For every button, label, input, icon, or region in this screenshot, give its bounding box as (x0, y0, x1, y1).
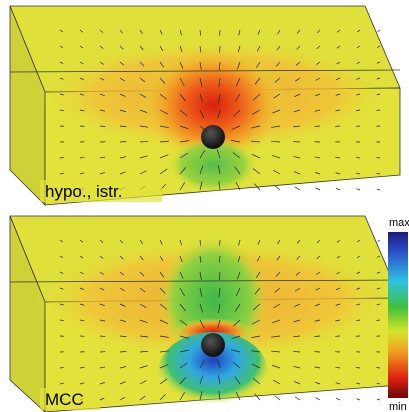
displacement-arrow (275, 396, 280, 400)
displacement-arrow (377, 399, 380, 400)
displacement-arrow (377, 189, 380, 190)
block-bottom: MCC (10, 216, 400, 412)
displacement-arrow (336, 398, 340, 400)
panel-label: hypo., istr. (45, 182, 122, 201)
displacement-arrow (274, 186, 280, 190)
block-top: hypo., istr. (10, 6, 400, 205)
page: hypo., istr. MCC max min (() => { const … (0, 0, 409, 412)
displacement-arrow (356, 189, 360, 190)
displacement-arrow (316, 398, 320, 400)
displacement-arrow (377, 30, 380, 32)
colorbar-max: max (389, 217, 409, 229)
displacement-arrow (377, 240, 380, 242)
figure: hypo., istr. MCC max min (0, 0, 409, 412)
tunnel (201, 333, 225, 357)
tunnel (201, 125, 225, 149)
colorbar: max min (388, 217, 409, 412)
panel-label: MCC (45, 390, 84, 409)
displacement-arrow (295, 187, 300, 190)
displacement-arrow (315, 188, 320, 190)
colorbar-min: min (389, 401, 407, 412)
displacement-arrow (336, 188, 340, 190)
colorbar-scale (388, 232, 408, 398)
displacement-arrow (295, 397, 300, 400)
displacement-arrow (356, 399, 360, 400)
